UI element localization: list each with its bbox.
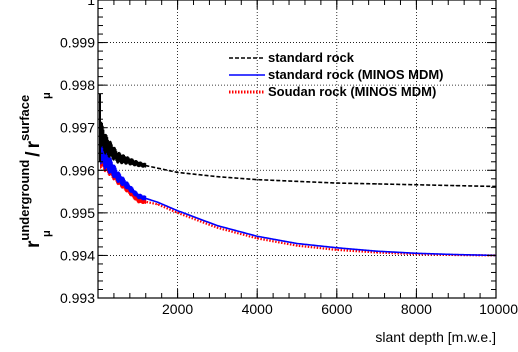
y-tick-label: 0.995 (60, 205, 95, 221)
series-1 (99, 138, 497, 257)
data-point (157, 201, 159, 203)
y-label-base1: r (23, 240, 44, 248)
data-point (455, 253, 457, 256)
x-axis-title: slant depth [m.w.e.] (375, 329, 496, 345)
data-point (296, 245, 298, 247)
y-tick-label: 1 (87, 0, 95, 8)
ticks (97, 0, 497, 299)
data-point (256, 179, 258, 181)
data-point (137, 199, 139, 201)
data-point (216, 176, 218, 178)
y-tick-label: 0.994 (60, 247, 95, 263)
grid (98, 0, 496, 298)
y-tick-label: 0.998 (60, 77, 95, 93)
data-point (336, 249, 338, 251)
y-label-sub1: μ (41, 230, 53, 237)
data-point (137, 163, 139, 165)
data-point (105, 144, 107, 146)
data-point (137, 195, 139, 197)
data-point (415, 184, 417, 186)
x-tick-label: 6000 (321, 301, 352, 317)
data-point (117, 176, 119, 178)
data-point (336, 182, 338, 184)
series-layer (99, 93, 497, 257)
series-line (99, 148, 497, 257)
plot-frame (97, 0, 497, 299)
data-point (216, 225, 218, 227)
data-point (296, 242, 298, 245)
y-axis-title: runderground/rsurface μ (17, 95, 53, 248)
y-tick-label: 0.993 (60, 290, 95, 306)
legend-entry-0: standard rock (229, 50, 355, 65)
data-point (216, 227, 218, 229)
data-point (177, 171, 179, 174)
data-point (177, 212, 179, 214)
data-point (376, 251, 378, 254)
x-tick-label: 10000 (479, 301, 518, 317)
data-point (376, 183, 378, 185)
y-label-sup2: surface (17, 95, 32, 141)
legend-entry-2: Soudan rock (MINOS MDM) (229, 84, 436, 99)
x-tick-label: 8000 (401, 301, 432, 317)
legend-label: Soudan rock (MINOS MDM) (268, 84, 436, 99)
y-tick-label: 0.999 (60, 35, 95, 51)
y-tick-label: 0.997 (60, 120, 95, 136)
data-point (336, 247, 338, 249)
legend: standard rock standard rock (MINOS MDM) So… (229, 50, 444, 99)
data-point (157, 203, 159, 205)
data-point (455, 185, 457, 187)
data-point (376, 250, 378, 252)
data-point (296, 180, 298, 182)
svg-text:runderground/rsurface: runderground/rsurface (17, 95, 44, 248)
data-point (256, 237, 258, 239)
data-point (117, 156, 119, 159)
legend-label: standard rock (268, 50, 355, 65)
series-2 (99, 141, 497, 257)
x-tick-label: 4000 (242, 301, 273, 317)
x-tick-label: 2000 (162, 301, 193, 317)
data-point (157, 167, 159, 169)
data-point (415, 252, 417, 254)
y-label-sub2: μ (41, 92, 53, 99)
y-label-base2: r (23, 140, 44, 148)
y-label-sup1: underground (17, 160, 32, 241)
legend-label: standard rock (MINOS MDM) (268, 67, 444, 82)
y-tick-labels: 0.993 0.994 0.995 0.996 0.997 0.998 0.999 1 (60, 0, 95, 306)
y-label-slash: / (23, 151, 44, 157)
y-tick-label: 0.996 (60, 162, 95, 178)
legend-entry-1: standard rock (MINOS MDM) (229, 67, 444, 82)
data-point (105, 159, 107, 161)
data-point (177, 210, 179, 212)
series-0 (99, 121, 497, 188)
series-line (99, 131, 497, 188)
data-point (256, 235, 258, 237)
x-tick-labels: 2000 4000 6000 8000 10000 (162, 301, 518, 317)
